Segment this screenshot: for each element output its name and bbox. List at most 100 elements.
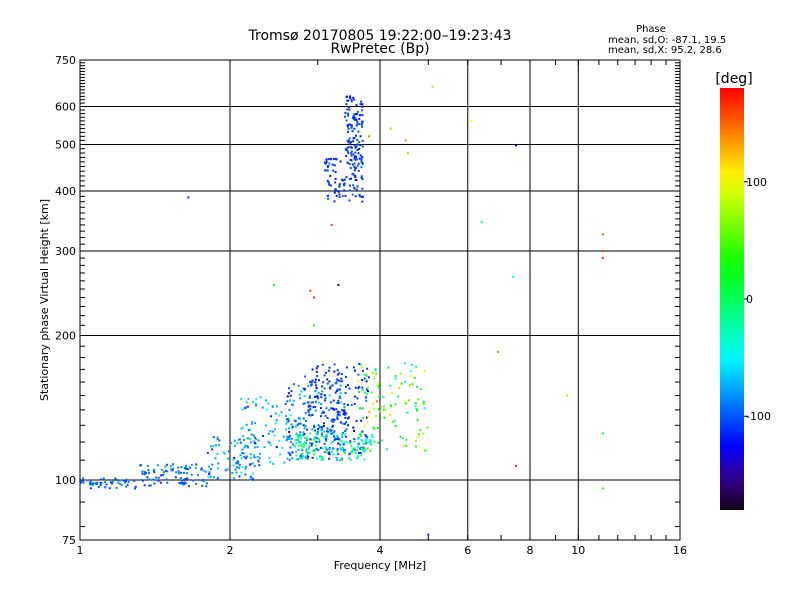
data-point: [361, 125, 364, 128]
data-point: [147, 469, 150, 472]
data-point: [307, 409, 310, 412]
data-point: [351, 130, 354, 133]
data-point: [334, 181, 337, 184]
data-point: [212, 436, 215, 439]
data-point: [427, 533, 430, 536]
data-point: [359, 435, 362, 437]
data-point: [337, 436, 339, 439]
data-point: [336, 390, 339, 392]
data-point: [240, 457, 243, 460]
data-point: [349, 184, 351, 187]
data-point: [317, 441, 320, 444]
data-point: [347, 151, 350, 154]
data-point: [353, 448, 356, 451]
data-point: [345, 428, 348, 431]
data-point: [343, 115, 346, 118]
data-point: [141, 472, 144, 475]
data-point: [263, 446, 266, 448]
data-point: [345, 421, 348, 424]
data-point: [288, 438, 291, 440]
data-point: [377, 441, 380, 444]
data-point: [322, 410, 324, 413]
data-point: [255, 437, 258, 440]
data-point: [343, 452, 346, 455]
data-point: [377, 384, 380, 387]
data-point: [350, 98, 353, 101]
data-point: [314, 396, 317, 398]
data-point: [211, 448, 214, 451]
data-point: [184, 467, 186, 469]
data-point: [285, 439, 288, 442]
data-point: [183, 471, 185, 474]
data-point: [365, 416, 368, 419]
stats-line-o: mean, sd,O: -87.1, 19.5: [608, 35, 726, 46]
data-point: [347, 114, 350, 117]
y-tick-label: 100: [55, 474, 76, 487]
data-point: [403, 362, 406, 365]
data-point: [326, 451, 329, 454]
data-point: [216, 436, 219, 439]
data-point: [155, 476, 158, 479]
data-point: [349, 159, 352, 161]
data-point: [323, 387, 326, 390]
data-point: [148, 484, 151, 487]
data-point: [360, 176, 363, 179]
data-point: [367, 376, 370, 379]
data-point: [117, 479, 119, 482]
data-point: [286, 435, 289, 438]
data-point: [338, 372, 341, 375]
data-point: [366, 436, 369, 439]
data-point: [261, 406, 264, 409]
data-point: [341, 431, 344, 434]
data-point: [189, 466, 191, 469]
data-point: [315, 437, 318, 440]
data-point: [361, 406, 364, 409]
data-point: [332, 418, 335, 421]
data-point: [364, 391, 367, 394]
data-point: [422, 402, 425, 405]
data-point: [288, 427, 290, 430]
data-point: [361, 163, 364, 166]
data-point: [339, 392, 342, 395]
data-point: [345, 435, 347, 438]
data-point: [326, 447, 329, 450]
data-point: [320, 403, 323, 405]
data-point: [340, 377, 343, 380]
data-point: [302, 424, 305, 427]
data-point: [117, 481, 120, 484]
data-point: [361, 139, 364, 142]
data-point: [340, 458, 343, 461]
data-point: [343, 178, 346, 181]
data-point: [316, 365, 319, 368]
data-point: [356, 120, 359, 123]
data-point: [352, 153, 355, 156]
data-point: [324, 169, 327, 172]
colorbar-gradient: [720, 88, 744, 510]
data-point: [404, 380, 407, 383]
data-point: [349, 458, 352, 461]
data-point: [269, 430, 272, 432]
data-point: [347, 127, 350, 130]
data-point: [317, 430, 320, 433]
data-point: [242, 434, 245, 437]
data-point: [246, 455, 249, 458]
data-point: [307, 455, 310, 458]
data-point: [364, 440, 367, 443]
data-point: [259, 452, 262, 455]
data-point: [315, 440, 318, 443]
data-point: [364, 435, 367, 438]
data-point: [290, 390, 293, 393]
data-point: [335, 459, 338, 461]
data-point: [307, 405, 310, 408]
data-point: [206, 482, 208, 485]
data-point: [359, 447, 361, 450]
data-point: [377, 395, 380, 398]
data-point: [330, 407, 333, 410]
data-point: [358, 148, 361, 150]
data-point: [258, 464, 261, 467]
data-point: [293, 419, 296, 422]
data-point: [330, 429, 333, 432]
data-point: [355, 145, 358, 148]
data-point: [244, 467, 247, 470]
data-point: [321, 412, 324, 415]
